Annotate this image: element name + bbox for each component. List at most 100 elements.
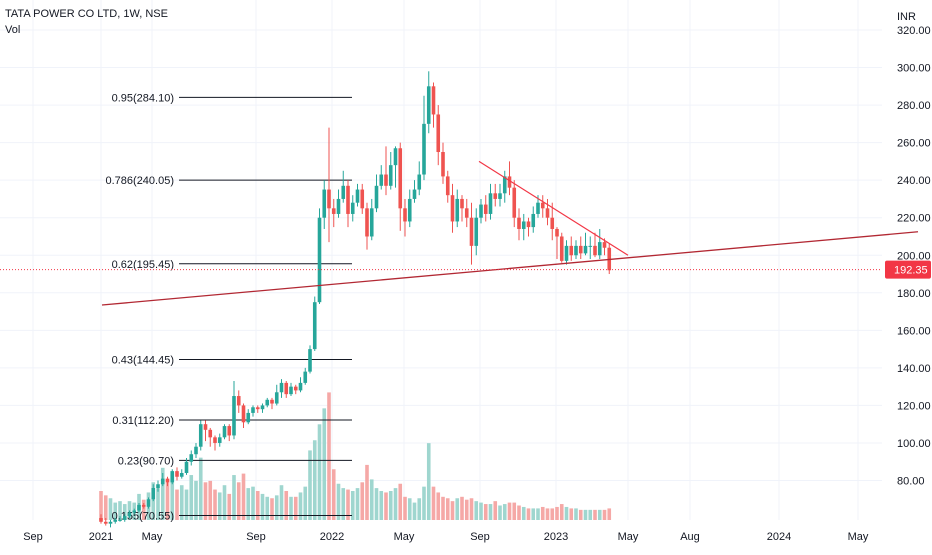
volume-bar: [298, 492, 303, 520]
candle-body: [512, 187, 517, 218]
time-tick-label: Sep: [23, 531, 43, 543]
volume-bar: [493, 501, 498, 520]
time-tick-label: Sep: [246, 531, 266, 543]
candle-body: [246, 412, 251, 423]
volume-bar: [602, 509, 607, 520]
candle-body: [488, 193, 493, 214]
candle-body: [474, 217, 479, 246]
volume-bar: [407, 498, 412, 520]
volume-bar: [564, 506, 569, 520]
symbol-title[interactable]: TATA POWER CO LTD, 1W, NSE: [5, 8, 168, 20]
time-tick-label: May: [848, 531, 869, 543]
candle-body: [588, 245, 593, 247]
price-tick-label: 260.00: [897, 138, 931, 150]
candle-body: [198, 424, 203, 447]
candle-body: [255, 407, 260, 410]
candle-body: [602, 242, 607, 248]
volume-bar: [607, 508, 612, 520]
candle-body: [156, 484, 160, 489]
volume-bar: [346, 489, 350, 520]
volume-bar: [160, 467, 165, 520]
volume-bar: [312, 440, 317, 520]
rising-support-trendline: [101, 231, 919, 306]
volume-bar: [241, 473, 246, 520]
fib-label: 0.95(284.10): [112, 92, 174, 104]
volume-bar: [374, 488, 379, 520]
price-tick-label: 160.00: [897, 325, 931, 337]
volume-bar: [464, 499, 469, 520]
volume-bar: [474, 501, 479, 520]
candle-body: [369, 208, 374, 237]
volume-bar: [246, 488, 251, 520]
last-price-badge-bg: [885, 260, 931, 279]
volume-bar: [331, 469, 336, 520]
candle-body: [213, 437, 217, 443]
candle-body: [265, 399, 270, 406]
candle-body: [483, 204, 488, 214]
candle-body: [374, 185, 379, 209]
candle-body: [241, 405, 246, 423]
volume-bar: [175, 489, 179, 520]
candle-body: [460, 198, 464, 209]
candle-body: [251, 407, 255, 413]
candle-body: [113, 519, 118, 522]
price-axis[interactable]: 80.00 100.00 120.00 140.00 160.00 180.00 200.0…: [897, 25, 931, 488]
time-tick-label: Sep: [470, 531, 490, 543]
price-tick-label: 200.00: [897, 250, 931, 262]
volume-bar: [213, 489, 217, 520]
volume-bar: [479, 502, 483, 520]
price-tick-label: 220.00: [897, 213, 931, 225]
time-axis[interactable]: Sep 2021 May Sep 2022 May Sep 2023 May Aug 2024 May: [23, 531, 869, 543]
volume-indicator-label[interactable]: Vol: [5, 24, 21, 36]
candle-body: [274, 392, 279, 404]
volume-bar: [194, 480, 198, 520]
price-tick-label: 300.00: [897, 63, 931, 75]
volume-bar: [574, 508, 578, 520]
volume-bar: [108, 498, 113, 520]
fib-label: 0.23(90.70): [118, 455, 174, 467]
candle-body: [170, 471, 175, 483]
volume-bar: [270, 498, 274, 520]
candle-body: [341, 185, 346, 199]
volume-bar: [517, 505, 521, 520]
volume-bars: [99, 392, 612, 520]
candle-body: [403, 208, 407, 222]
price-tick-label: 80.00: [897, 476, 925, 488]
price-tick-label: 140.00: [897, 363, 931, 375]
volume-bar: [417, 498, 422, 520]
candle-body: [236, 396, 241, 406]
candle-body: [545, 208, 550, 218]
time-tick-label: 2024: [767, 531, 791, 543]
candle-body: [550, 217, 555, 229]
candle-body: [322, 189, 327, 218]
falling-resistance-trendline: [478, 160, 629, 256]
time-tick-label: May: [394, 531, 415, 543]
candle-body: [464, 208, 469, 218]
volume-bar: [431, 486, 436, 520]
volume-bar: [393, 488, 398, 520]
candle-body: [502, 176, 507, 194]
candle-body: [350, 202, 355, 214]
candle-body: [99, 518, 103, 522]
candle-body: [317, 217, 322, 303]
candle-body: [184, 461, 189, 473]
volume-bar: [118, 501, 122, 520]
volume-bar: [597, 509, 602, 520]
candle-body: [179, 472, 184, 477]
candle-body: [141, 504, 146, 507]
candle-body: [412, 189, 417, 199]
volume-bar: [327, 392, 331, 520]
volume-bar: [512, 502, 517, 520]
candle-body: [122, 516, 127, 520]
volume-bar: [412, 502, 417, 520]
volume-bar: [113, 502, 118, 520]
volume-bar: [502, 504, 507, 520]
candle-body: [160, 478, 165, 485]
candle-body: [227, 426, 232, 436]
volume-bar: [265, 496, 270, 520]
volume-bar: [365, 464, 369, 520]
candle-body: [450, 195, 455, 222]
volume-bar: [232, 475, 236, 520]
